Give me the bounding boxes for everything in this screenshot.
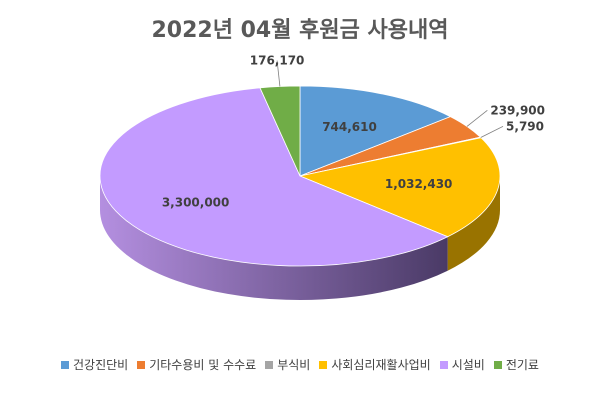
data-label-1: 239,900 [490,103,545,117]
leader-line-1 [466,110,488,127]
legend-swatch-5 [493,360,502,369]
legend-label-3: 사회심리재활사업비 [331,358,431,372]
legend: 건강진단비 기타수용비 및 수수료 부식비 사회심리재활사업비 시설비 전기료 [0,356,600,373]
legend-label-5: 전기료 [505,358,539,372]
legend-swatch-1 [137,360,146,369]
pie-side-3 [447,176,500,271]
legend-item-0: 건강진단비 [61,356,128,373]
legend-swatch-2 [265,360,274,369]
data-label-5: 176,170 [250,54,305,68]
data-labels: 744,610 239,900 5,790 1,032,430 3,300,000 176… [162,54,545,210]
pie-side-4 [100,176,448,301]
legend-label-0: 건강진단비 [73,358,129,372]
pie-slice-3 [298,137,501,238]
legend-item-3: 사회심리재활사업비 [319,356,431,373]
pie-side-walls [100,176,500,301]
data-label-2: 5,790 [506,119,544,133]
data-label-0: 744,610 [322,120,377,134]
leader-line-5 [276,60,281,87]
legend-swatch-0 [61,360,70,369]
legend-swatch-4 [439,360,448,369]
legend-item-4: 시설비 [439,356,485,373]
legend-label-4: 시설비 [451,358,485,372]
leader-line-2 [480,125,504,138]
leader-lines [276,60,504,138]
legend-swatch-3 [319,360,328,369]
data-label-4: 3,300,000 [162,196,230,210]
chart-title: 2022년 04월 후원금 사용내역 [151,18,449,43]
legend-item-5: 전기료 [493,356,539,373]
pie-slice-0 [299,85,452,177]
data-label-3: 1,032,430 [385,177,453,191]
legend-label-2: 부식비 [277,358,311,372]
legend-item-1: 기타수용비 및 수수료 [137,356,256,373]
legend-label-1: 기타수용비 및 수수료 [149,358,257,372]
pie-slice-4 [99,87,449,267]
pie-slice-5 [259,85,301,177]
pie-slices [99,85,501,267]
legend-item-2: 부식비 [265,356,310,373]
